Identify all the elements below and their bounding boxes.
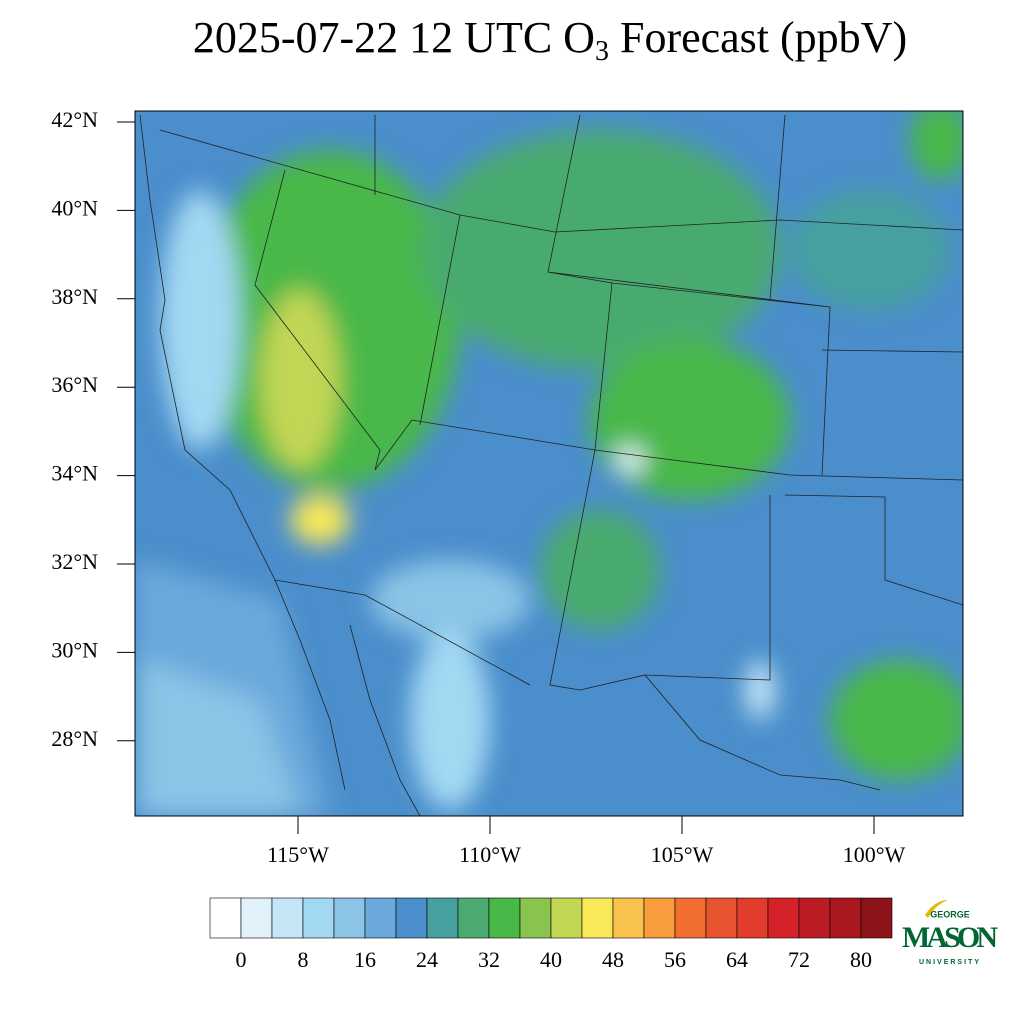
- logo-main: MASON: [902, 921, 998, 954]
- lat-label: 40°N: [51, 195, 98, 220]
- lon-label: 115°W: [267, 842, 329, 867]
- colorbar-label: 16: [354, 947, 376, 972]
- logo-bottom: UNIVERSITY: [919, 959, 981, 966]
- colorbar-label: 24: [416, 947, 438, 972]
- colorbar-box: [395, 897, 428, 939]
- colorbar-label: 72: [788, 947, 810, 972]
- colorbar-label: 40: [540, 947, 562, 972]
- map-field: [135, 111, 963, 816]
- colorbar-label: 8: [298, 947, 309, 972]
- lat-label: 36°N: [51, 372, 98, 397]
- colorbar-label: 0: [236, 947, 247, 972]
- title: 2025-07-22 12 UTC O3 Forecast (ppbV): [193, 13, 907, 67]
- colorbar-box: [209, 897, 242, 939]
- lon-label: 105°W: [651, 842, 714, 867]
- colorbar-box: [240, 897, 273, 939]
- colorbar-box: [333, 897, 366, 939]
- colorbar-label: 80: [850, 947, 872, 972]
- colorbar-box: [302, 897, 335, 939]
- colorbar-box: [457, 897, 490, 939]
- colorbar-box: [581, 897, 614, 939]
- title-text: Forecast (ppbV): [609, 13, 907, 62]
- lon-label: 110°W: [459, 842, 521, 867]
- colorbar-box: [271, 897, 304, 939]
- colorbar-box: [488, 897, 521, 939]
- lat-label: 28°N: [51, 726, 98, 751]
- title-text: 2025-07-22 12 UTC O: [193, 13, 595, 62]
- colorbar-box: [705, 897, 738, 939]
- colorbar-box: [519, 897, 552, 939]
- colorbar-label: 64: [726, 947, 748, 972]
- colorbar-box: [860, 897, 893, 939]
- colorbar-box: [798, 897, 831, 939]
- lat-label: 34°N: [51, 461, 98, 486]
- colorbar-label: 32: [478, 947, 500, 972]
- colorbar-box: [426, 897, 459, 939]
- colorbar-box: [643, 897, 676, 939]
- colorbar-box: [364, 897, 397, 939]
- lat-label: 38°N: [51, 284, 98, 309]
- logo-top: GEORGE: [930, 909, 970, 919]
- logo: GEORGE MASON UNIVERSITY: [902, 900, 998, 966]
- lat-label: 30°N: [51, 637, 98, 662]
- colorbar-box: [550, 897, 583, 939]
- lat-label: 42°N: [51, 107, 98, 132]
- colorbar-label: 48: [602, 947, 624, 972]
- colorbar-label: 56: [664, 947, 686, 972]
- colorbar-box: [829, 897, 862, 939]
- map-frame: [134, 110, 964, 817]
- colorbar-box: [612, 897, 645, 939]
- colorbar-box: [767, 897, 800, 939]
- lat-label: 32°N: [51, 549, 98, 574]
- colorbar-box: [674, 897, 707, 939]
- lon-label: 100°W: [843, 842, 906, 867]
- colorbar-box: [736, 897, 769, 939]
- title-subscript: 3: [595, 36, 609, 67]
